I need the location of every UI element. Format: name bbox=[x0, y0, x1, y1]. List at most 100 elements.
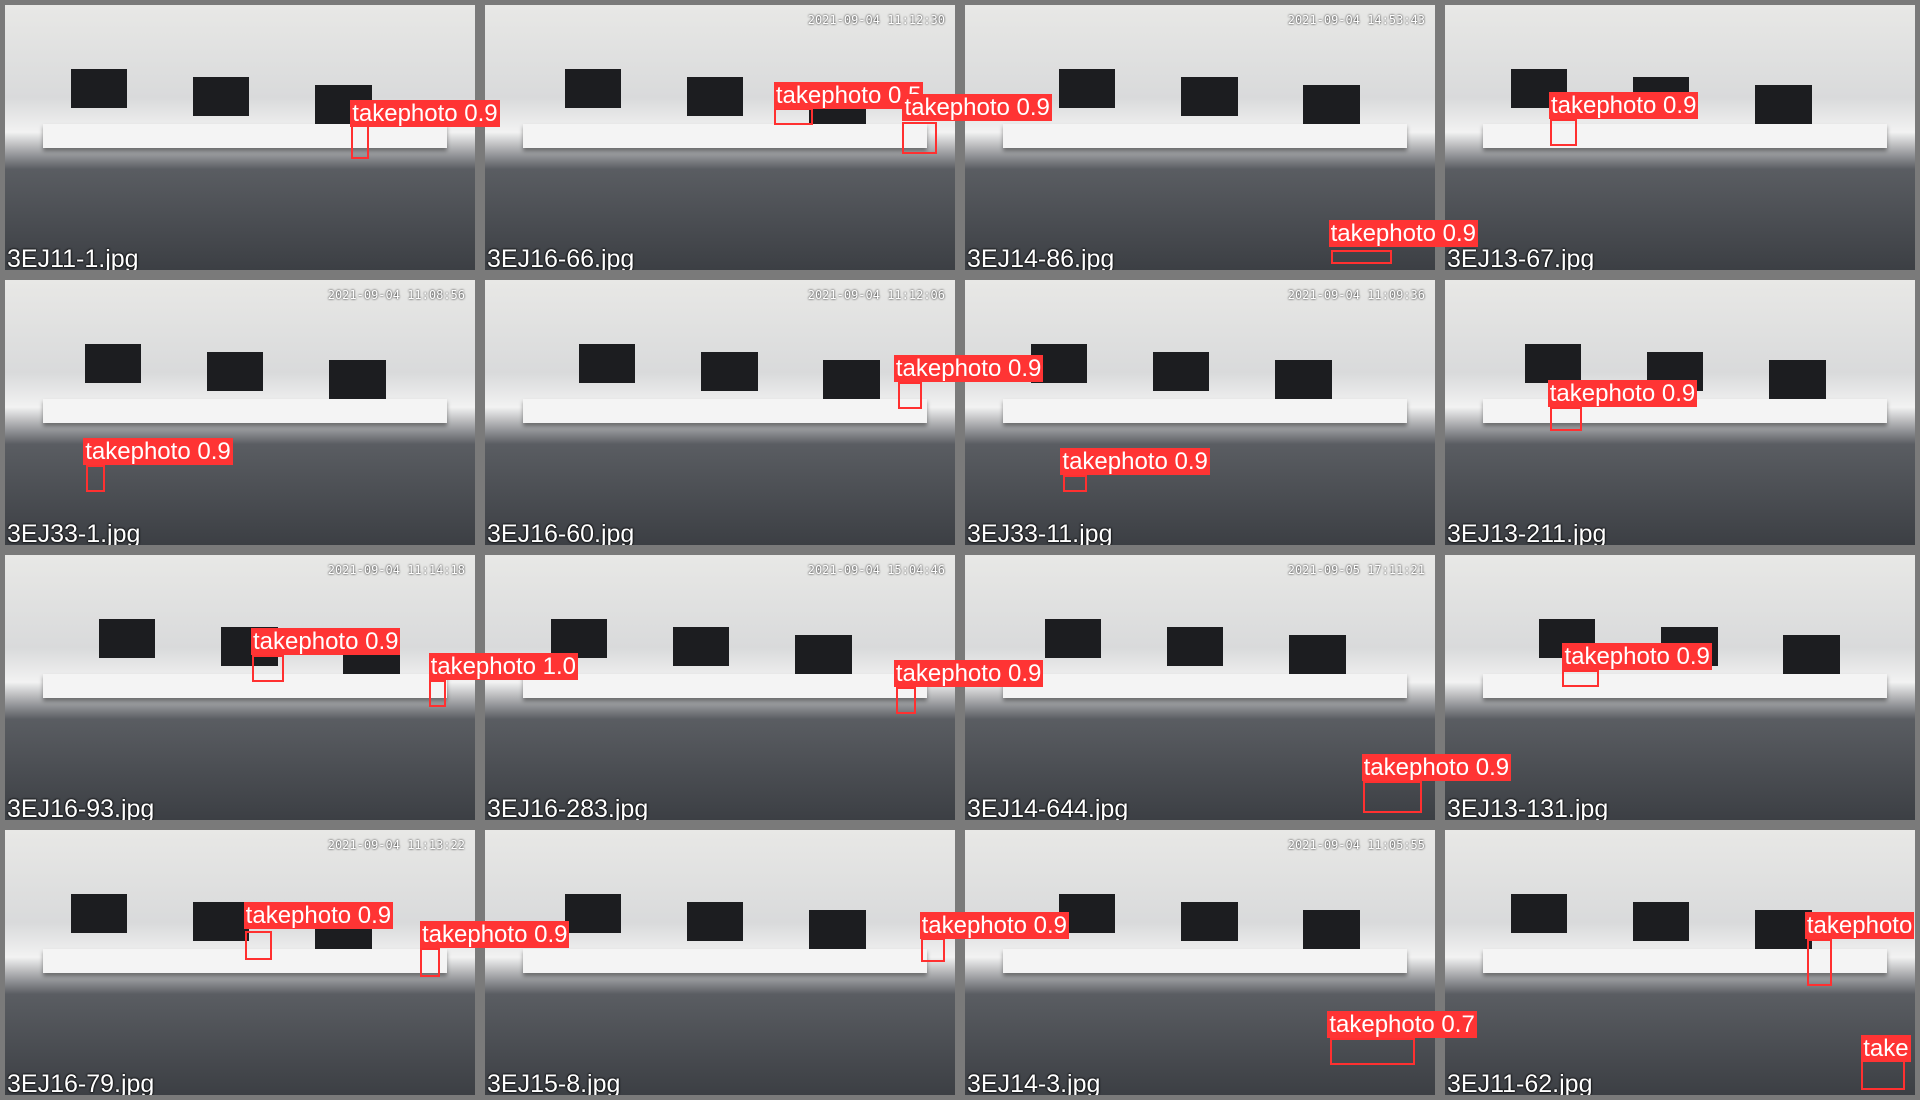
monitor bbox=[809, 909, 866, 950]
detection-label: takephoto 0.9 bbox=[1562, 642, 1712, 670]
desk bbox=[1002, 399, 1407, 424]
image-tile: 2021-09-04 11:05:55 3EJ14-3.jpg bbox=[965, 830, 1435, 1095]
monitor bbox=[84, 343, 142, 384]
bounding-box bbox=[244, 930, 272, 960]
monitor bbox=[564, 68, 622, 109]
bounding-box bbox=[920, 937, 946, 963]
bounding-box bbox=[1550, 406, 1583, 431]
detection-label: takephoto 1.0 bbox=[428, 652, 579, 680]
desk bbox=[1002, 674, 1407, 699]
bounding-box bbox=[420, 947, 440, 978]
monitor bbox=[1181, 901, 1238, 942]
detection-label: takephoto 0.9 bbox=[1547, 379, 1698, 407]
monitor bbox=[701, 351, 758, 392]
monitor bbox=[1153, 351, 1210, 392]
monitor bbox=[823, 359, 880, 400]
monitor bbox=[687, 76, 744, 117]
filename: 3EJ14-644.jpg bbox=[967, 795, 1129, 820]
bounding-box bbox=[85, 465, 106, 493]
timestamp: 2021-09-04 11:12:30 bbox=[807, 13, 945, 27]
bounding-box bbox=[1550, 118, 1578, 146]
monitor bbox=[1303, 909, 1360, 950]
bounding-box bbox=[428, 679, 446, 707]
monitor bbox=[1524, 343, 1582, 384]
filename: 3EJ11-62.jpg bbox=[1447, 1070, 1593, 1095]
filename: 3EJ16-93.jpg bbox=[7, 795, 155, 820]
monitor bbox=[1783, 634, 1840, 675]
detection-label: takephoto 0.9 bbox=[350, 100, 500, 128]
monitor bbox=[1510, 893, 1568, 934]
image-tile: 2021-09-04 11:12:06 3EJ16-60.jpg bbox=[485, 280, 955, 545]
filename: 3EJ15-8.jpg bbox=[487, 1070, 621, 1095]
desk bbox=[1002, 124, 1407, 149]
timestamp: 2021-09-04 11:05:55 bbox=[1287, 838, 1425, 852]
timestamp: 2021-09-05 17:11:21 bbox=[1287, 563, 1425, 577]
detection-label: takephoto 0.9 bbox=[919, 912, 1070, 940]
desk bbox=[522, 124, 927, 149]
bounding-box bbox=[351, 122, 369, 160]
bounding-box bbox=[902, 122, 937, 155]
bounding-box bbox=[1362, 781, 1422, 814]
image-tile: 3EJ11-62.jpg bbox=[1445, 830, 1915, 1095]
image-tile: 3EJ13-211.jpg bbox=[1445, 280, 1915, 545]
monitor bbox=[550, 618, 608, 659]
timestamp: 2021-09-04 11:09:36 bbox=[1287, 288, 1425, 302]
image-tile: 2021-09-04 11:14:18 3EJ16-93.jpg bbox=[5, 555, 475, 820]
image-tile: 3EJ15-8.jpg bbox=[485, 830, 955, 1095]
filename: 3EJ13-211.jpg bbox=[1447, 520, 1607, 545]
timestamp: 2021-09-04 14:53:43 bbox=[1287, 13, 1425, 27]
filename: 3EJ16-60.jpg bbox=[487, 520, 635, 545]
monitor bbox=[1633, 901, 1690, 942]
monitor bbox=[193, 901, 250, 942]
bounding-box bbox=[1329, 1038, 1416, 1066]
desk bbox=[1482, 124, 1887, 149]
desk bbox=[42, 949, 447, 974]
desk bbox=[42, 399, 447, 424]
monitor bbox=[1275, 359, 1332, 400]
monitor bbox=[1755, 909, 1812, 950]
image-tile: 3EJ13-131.jpg bbox=[1445, 555, 1915, 820]
image-tile: 2021-09-04 11:13:22 3EJ16-79.jpg bbox=[5, 830, 475, 1095]
timestamp: 2021-09-04 11:14:18 bbox=[327, 563, 465, 577]
image-tile: 3EJ11-1.jpg bbox=[5, 5, 475, 270]
detection-label: takephoto 0.9 bbox=[1548, 91, 1699, 119]
filename: 3EJ14-3.jpg bbox=[967, 1070, 1101, 1095]
filename: 3EJ11-1.jpg bbox=[7, 245, 139, 270]
detection-label: take bbox=[1861, 1034, 1911, 1062]
timestamp: 2021-09-04 11:12:06 bbox=[807, 288, 945, 302]
desk bbox=[42, 124, 447, 149]
detection-label: takephoto 0.9 bbox=[1328, 220, 1479, 248]
monitor bbox=[1044, 618, 1102, 659]
detection-label: takephoto 0.9 bbox=[243, 902, 394, 930]
monitor bbox=[673, 626, 730, 667]
monitor bbox=[99, 618, 156, 659]
timestamp: 2021-09-04 11:13:22 bbox=[327, 838, 465, 852]
monitor bbox=[1303, 84, 1360, 125]
monitor bbox=[193, 76, 250, 117]
bounding-box bbox=[773, 107, 814, 125]
monitor bbox=[329, 359, 386, 400]
desk bbox=[42, 674, 447, 699]
filename: 3EJ33-11.jpg bbox=[967, 520, 1113, 545]
detection-label: takephoto 0.9 bbox=[251, 628, 401, 656]
monitor bbox=[687, 901, 744, 942]
bounding-box bbox=[897, 382, 923, 409]
filename: 3EJ33-1.jpg bbox=[7, 520, 141, 545]
filename: 3EJ14-86.jpg bbox=[967, 245, 1115, 270]
desk bbox=[1002, 949, 1407, 974]
filename: 3EJ13-131.jpg bbox=[1447, 795, 1609, 820]
image-tile: 3EJ13-67.jpg bbox=[1445, 5, 1915, 270]
detection-label: takephoto bbox=[1804, 912, 1915, 940]
monitor bbox=[795, 634, 852, 675]
image-tile: 2021-09-04 15:04:46 3EJ16-283.jpg bbox=[485, 555, 955, 820]
detection-label: takephoto 0.9 bbox=[83, 438, 233, 466]
detection-label: takephoto 0.9 bbox=[420, 920, 570, 948]
timestamp: 2021-09-04 11:08:56 bbox=[327, 288, 465, 302]
filename: 3EJ13-67.jpg bbox=[1447, 245, 1595, 270]
monitor bbox=[70, 68, 128, 109]
bounding-box bbox=[1807, 939, 1832, 986]
detection-label: takephoto 0.5 bbox=[773, 82, 924, 110]
image-tile: 2021-09-04 11:12:30 3EJ16-66.jpg bbox=[485, 5, 955, 270]
detection-label: takephoto 0.9 bbox=[1060, 448, 1210, 476]
